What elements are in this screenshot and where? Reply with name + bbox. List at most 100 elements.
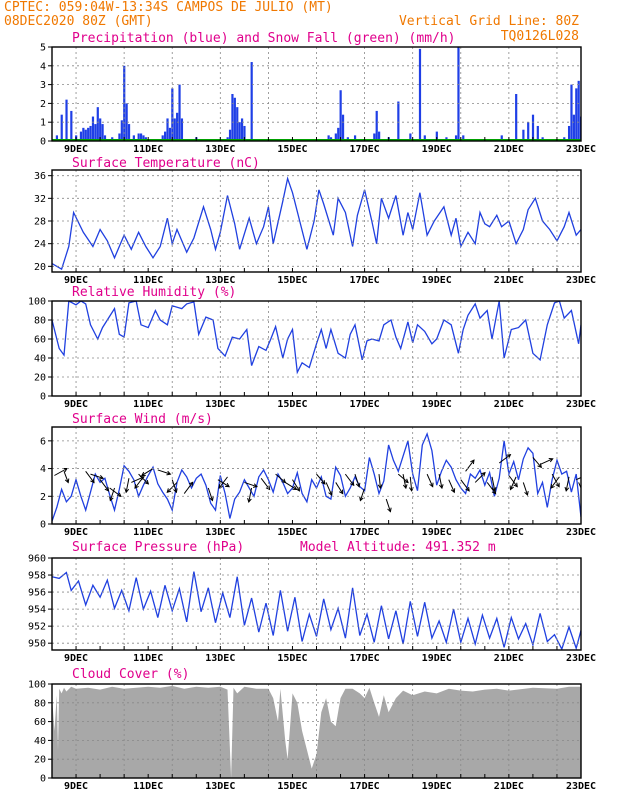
wind-arrow-head bbox=[188, 481, 194, 487]
wind-arrow bbox=[247, 487, 253, 503]
wind-arrow-shaft bbox=[157, 469, 171, 475]
precip-bar bbox=[585, 124, 587, 141]
cloud-xtick-label: 9DEC bbox=[64, 781, 88, 792]
wind-arrow bbox=[292, 479, 301, 492]
wind-arrow-head bbox=[339, 489, 344, 495]
precip-bar bbox=[327, 135, 330, 141]
precip-bar bbox=[65, 99, 68, 141]
wind-arrow-head bbox=[320, 479, 326, 485]
temperature-line bbox=[52, 176, 581, 271]
wind-xtick-label: 13DEC bbox=[205, 527, 235, 538]
precip-bar bbox=[173, 118, 176, 141]
precip-bar bbox=[60, 114, 63, 141]
wind-arrow-head bbox=[465, 486, 470, 492]
panels: Precipitation (blue) and Snow Fall (gree… bbox=[28, 31, 596, 792]
wind-arrow-head bbox=[585, 474, 589, 478]
precip-bar bbox=[454, 135, 458, 141]
wind-arrow bbox=[508, 475, 518, 488]
wind-arrow-head bbox=[64, 478, 70, 484]
cloud-xtick-label: 19DEC bbox=[422, 781, 452, 792]
wind-arrow bbox=[325, 482, 333, 496]
humidity-ytick-label: 80 bbox=[34, 316, 46, 327]
cloud-ytick-label: 20 bbox=[34, 755, 46, 766]
wind-arrow-shaft bbox=[207, 487, 213, 501]
wind-arrow bbox=[134, 476, 144, 489]
cloud-title: Cloud Cover (%) bbox=[72, 667, 189, 682]
wind-arrow-shaft bbox=[551, 473, 560, 487]
wind-arrow-head bbox=[481, 471, 486, 477]
wind-arrow-shaft bbox=[109, 487, 122, 497]
precip-bar bbox=[339, 90, 342, 141]
precip-xtick-label: 9DEC bbox=[64, 144, 88, 155]
wind-arrow bbox=[522, 482, 529, 497]
precip-bar bbox=[176, 112, 179, 141]
precip-ytick-label: 3 bbox=[40, 80, 46, 91]
wind-arrow bbox=[551, 473, 560, 488]
pressure-xtick-label: 13DEC bbox=[205, 653, 235, 664]
wind-arrow-shaft bbox=[426, 473, 434, 487]
wind-arrow-head bbox=[359, 496, 364, 502]
wind-arrow-head bbox=[524, 491, 529, 497]
precip-ytick-label: 0 bbox=[40, 137, 46, 148]
precip-ytick-label: 4 bbox=[40, 61, 46, 72]
temperature-xtick-label: 23DEC bbox=[566, 275, 596, 286]
wind-arrow bbox=[539, 457, 554, 465]
precip-bar bbox=[353, 135, 357, 141]
wind-arrow bbox=[335, 482, 344, 495]
pressure-ytick-label: 950 bbox=[28, 639, 46, 650]
wind-arrow-head bbox=[99, 475, 105, 480]
wind-arrow bbox=[207, 487, 214, 502]
wind-arrow-head bbox=[404, 478, 409, 484]
temperature-title: Surface Temperature (nC) bbox=[72, 156, 260, 171]
wind-arrow-shaft bbox=[486, 482, 497, 494]
precip-bar bbox=[139, 133, 143, 141]
precip-ytick-label: 2 bbox=[40, 99, 46, 110]
precip-bar bbox=[462, 135, 465, 141]
cloud-ytick-label: 40 bbox=[34, 736, 46, 747]
wind-arrow bbox=[498, 454, 512, 464]
wind-xtick-label: 19DEC bbox=[422, 527, 452, 538]
wind-arrow-shaft bbox=[578, 482, 581, 490]
wind-arrow-head bbox=[104, 486, 110, 492]
precip-bar bbox=[418, 48, 422, 141]
wind-arrow-head bbox=[166, 470, 172, 476]
humidity-xtick-label: 23DEC bbox=[566, 399, 596, 410]
wind-title: Surface Wind (m/s) bbox=[72, 412, 213, 427]
wind-arrow bbox=[491, 476, 497, 492]
humidity-ytick-label: 100 bbox=[28, 297, 46, 308]
precip-bar bbox=[228, 129, 232, 141]
precip-bar bbox=[132, 135, 135, 141]
humidity-ytick-label: 60 bbox=[34, 335, 46, 346]
temperature-ytick-label: 32 bbox=[34, 194, 46, 205]
wind-arrow bbox=[99, 479, 110, 492]
wind-arrow-shaft bbox=[397, 473, 409, 483]
precip-bar bbox=[334, 133, 337, 141]
precip-bar bbox=[337, 127, 340, 141]
humidity-xtick-label: 21DEC bbox=[494, 399, 524, 410]
wind-arrow-head bbox=[247, 498, 252, 503]
temperature-ytick-label: 28 bbox=[34, 217, 46, 228]
wind-xtick-label: 23DEC bbox=[566, 527, 596, 538]
precip-bar bbox=[373, 133, 376, 141]
pressure-ytick-label: 958 bbox=[28, 571, 46, 582]
wind-arrow-shaft bbox=[90, 473, 104, 479]
wind-arrow bbox=[397, 473, 409, 484]
wind-arrow bbox=[550, 476, 560, 489]
cloud-xtick-label: 11DEC bbox=[133, 781, 163, 792]
precip-xtick-label: 15DEC bbox=[277, 144, 307, 155]
temperature-xtick-label: 21DEC bbox=[494, 275, 524, 286]
precip-bar bbox=[378, 131, 381, 141]
precip-bar bbox=[457, 47, 460, 141]
precip-bar bbox=[240, 118, 244, 141]
wind-arrow-head bbox=[470, 459, 475, 465]
wind-arrow bbox=[85, 471, 95, 484]
wind-arrow-shaft bbox=[138, 473, 149, 485]
wind-arrow-head bbox=[328, 491, 333, 496]
pressure-xtick-label: 23DEC bbox=[566, 653, 596, 664]
precip-xtick-label: 19DEC bbox=[422, 144, 452, 155]
wind-arrow-head bbox=[173, 488, 178, 494]
wind-arrow bbox=[448, 479, 456, 494]
wind-arrow bbox=[183, 481, 194, 494]
wind-arrow bbox=[90, 473, 105, 480]
